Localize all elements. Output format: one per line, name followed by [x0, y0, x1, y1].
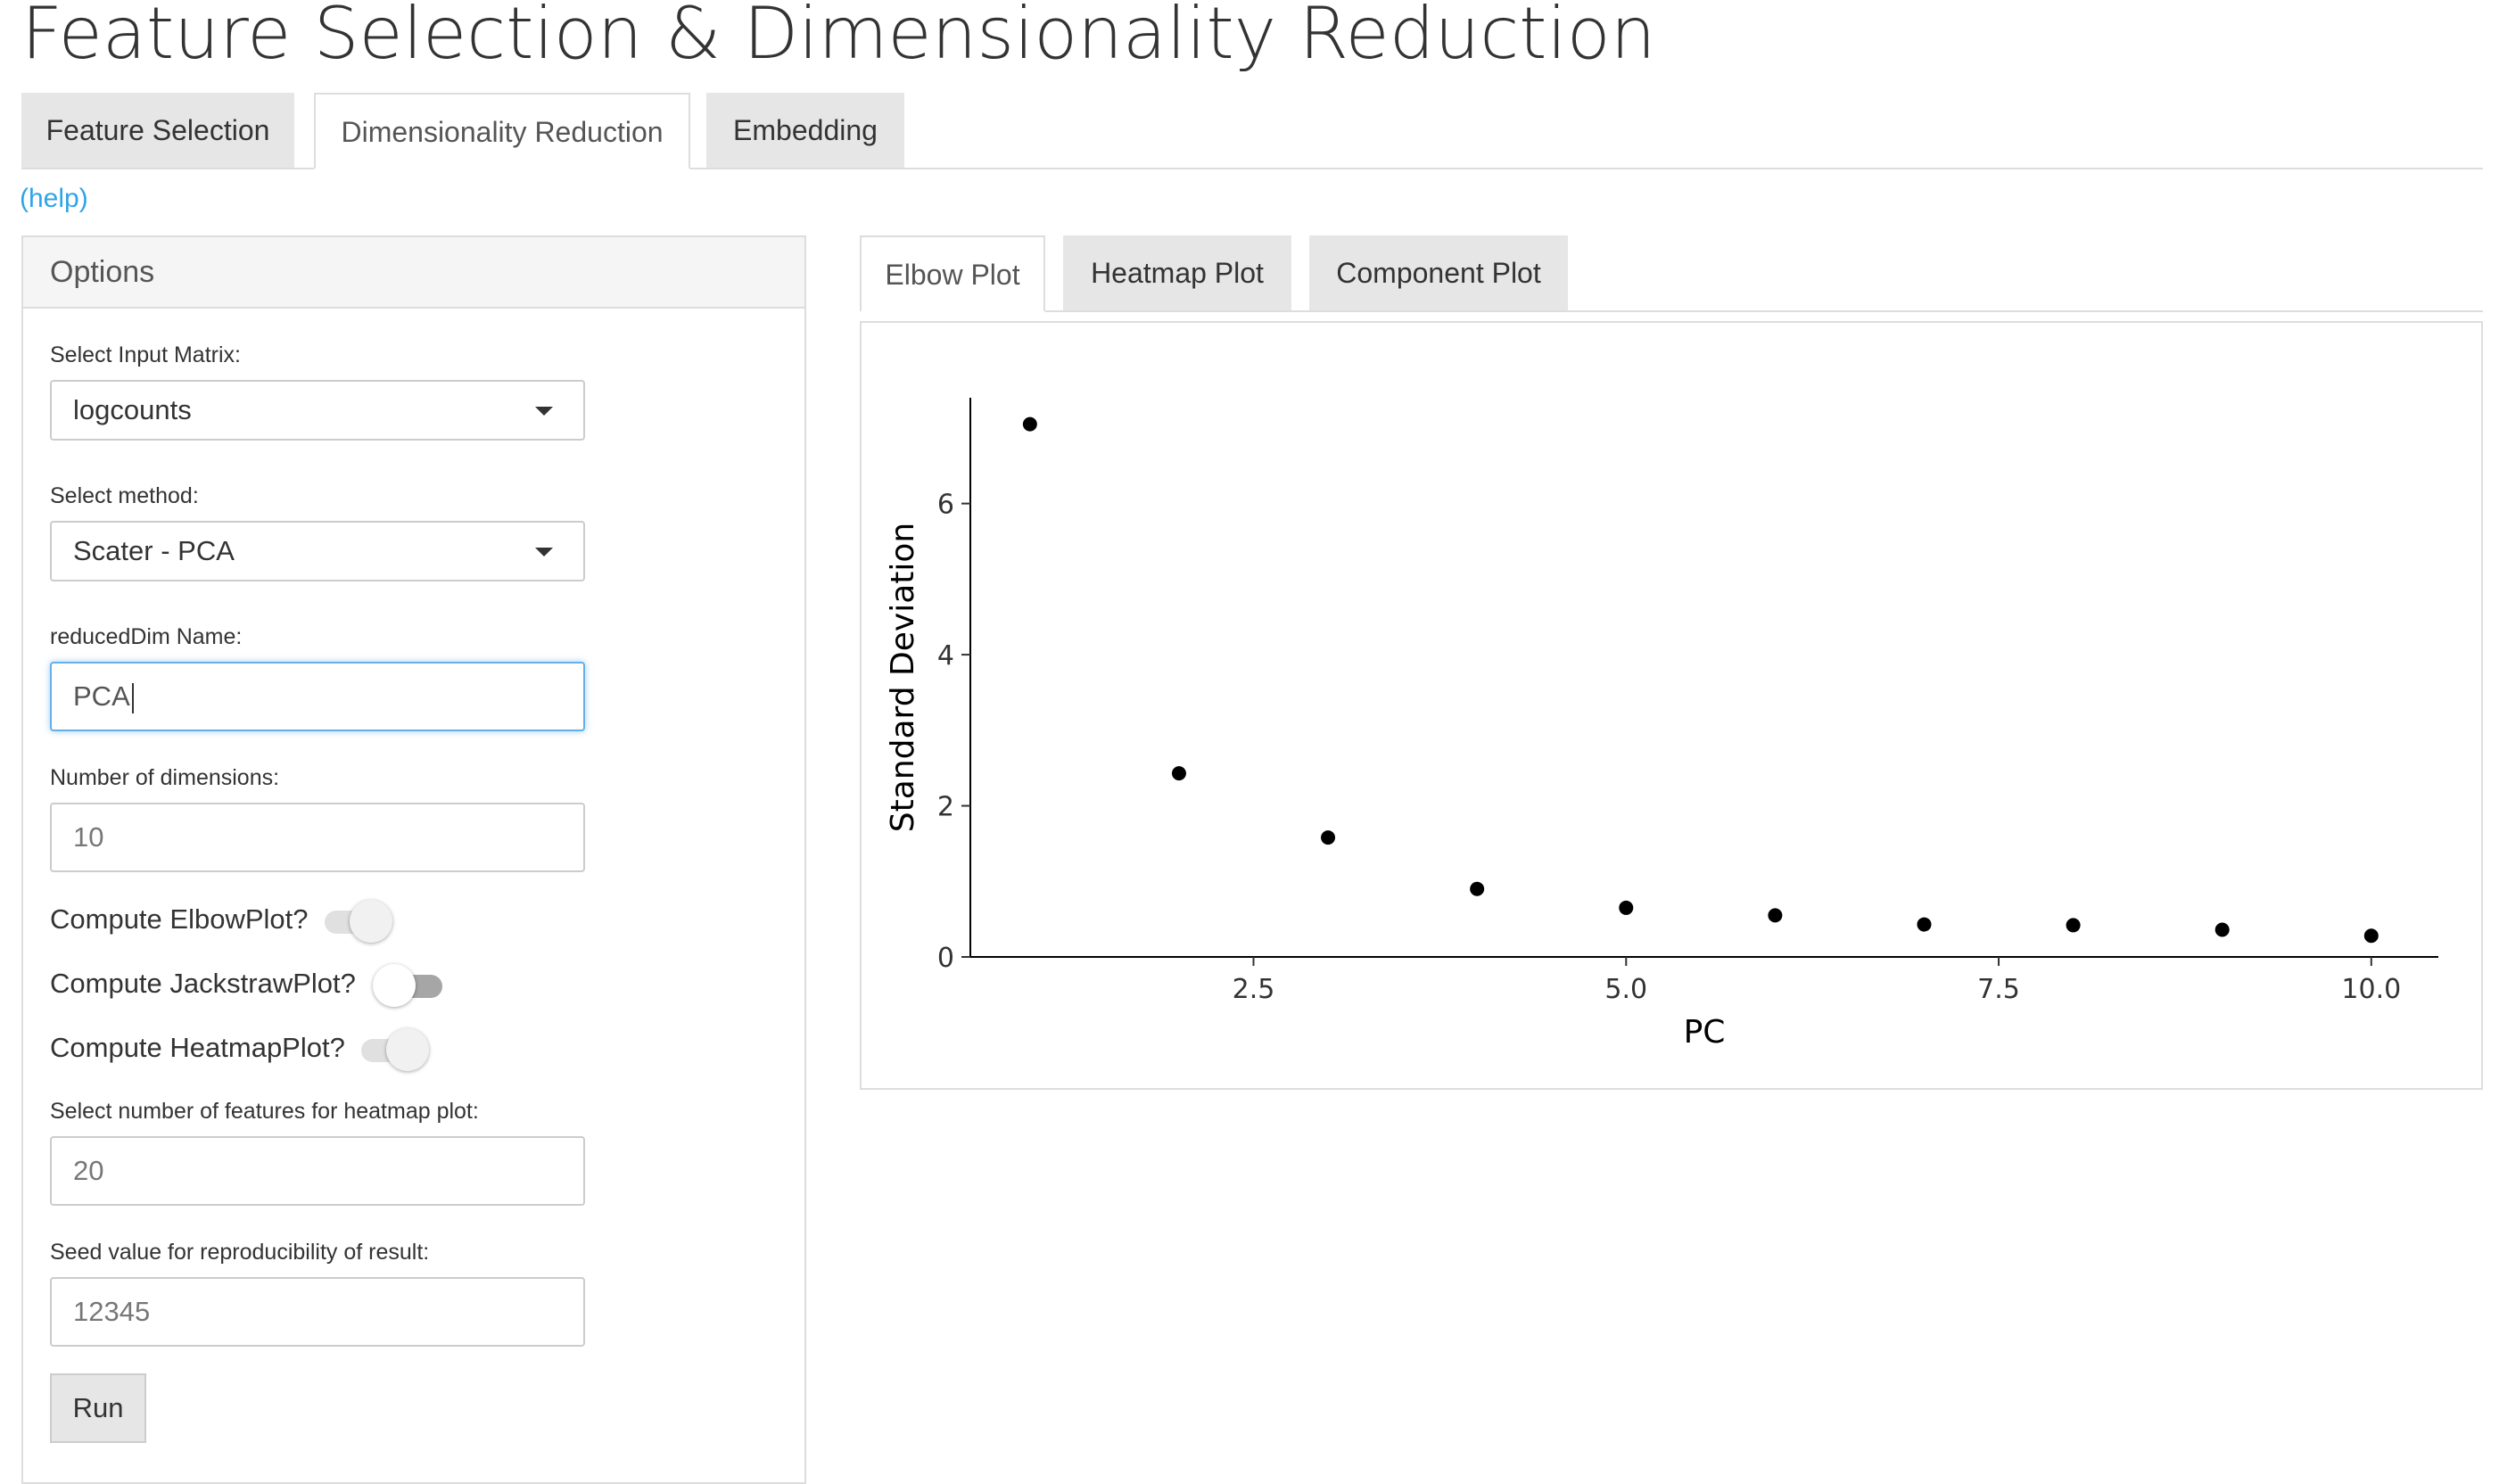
data-point — [1619, 900, 1634, 915]
tab-embedding[interactable]: Embedding — [706, 93, 904, 168]
heatmap-toggle-row: Compute HeatmapPlot? — [50, 1026, 430, 1072]
tab-dimensionality-reduction[interactable]: Dimensionality Reduction — [314, 93, 690, 169]
method-select[interactable]: Scater - PCA — [50, 521, 585, 581]
options-heading: Options — [23, 237, 804, 309]
y-tick-label: 6 — [937, 490, 954, 521]
data-point — [1022, 416, 1037, 432]
x-tick-label: 5.0 — [1604, 974, 1647, 1005]
elbow-toggle[interactable] — [325, 899, 393, 944]
tab-component-plot[interactable]: Component Plot — [1309, 235, 1568, 310]
num-dims-label: Number of dimensions: — [50, 765, 280, 790]
heatmap-features-input[interactable]: 20 — [50, 1136, 585, 1206]
y-tick-label: 4 — [937, 640, 954, 672]
plot-tabbar: Elbow Plot Heatmap Plot Component Plot — [860, 235, 2483, 312]
seed-label: Seed value for reproducibility of result… — [50, 1240, 430, 1265]
help-link[interactable]: (help) — [20, 184, 88, 213]
data-point — [2214, 922, 2230, 937]
jackstraw-toggle-row: Compute JackstrawPlot? — [50, 961, 442, 1008]
page-title: Feature Selection & Dimensionality Reduc… — [21, 0, 1656, 75]
toggle-knob — [386, 1027, 430, 1071]
input-matrix-label: Select Input Matrix: — [50, 342, 241, 367]
elbow-plot-chart: 2.5 5.0 7.5 10.0 0 2 4 6 PC Standard Deviation — [885, 398, 2438, 1051]
reduceddim-value: PCA — [73, 680, 130, 712]
data-point — [1917, 917, 1932, 932]
toggle-knob — [350, 899, 393, 943]
y-axis-title: Standard Deviation — [885, 523, 921, 832]
x-tick-label: 10.0 — [2341, 974, 2401, 1005]
x-tick-label: 2.5 — [1233, 974, 1275, 1005]
data-point — [1470, 881, 1485, 896]
elbow-label: Compute ElbowPlot? — [50, 903, 309, 935]
x-tick-label: 7.5 — [1977, 974, 2020, 1005]
text-cursor — [131, 682, 134, 713]
run-button[interactable]: Run — [50, 1373, 146, 1443]
x-axis-title: PC — [1684, 1014, 1726, 1051]
num-dims-input[interactable]: 10 — [50, 803, 585, 872]
toggle-knob — [372, 963, 416, 1007]
y-tick-label: 2 — [937, 792, 954, 823]
data-point — [1321, 830, 1336, 845]
reduceddim-label: reducedDim Name: — [50, 624, 243, 649]
elbow-plot-panel: 2.5 5.0 7.5 10.0 0 2 4 6 PC Standard Deviation — [860, 321, 2483, 1090]
options-panel: Options Select Input Matrix: logcounts S… — [21, 235, 806, 1484]
jackstraw-label: Compute JackstrawPlot? — [50, 968, 356, 999]
tab-elbow-plot[interactable]: Elbow Plot — [860, 235, 1045, 312]
tab-heatmap-plot[interactable]: Heatmap Plot — [1063, 235, 1291, 310]
heatmap-label: Compute HeatmapPlot? — [50, 1032, 345, 1063]
data-point — [1768, 908, 1783, 923]
reduceddim-input[interactable]: PCA — [50, 662, 585, 731]
elbow-toggle-row: Compute ElbowPlot? — [50, 897, 393, 944]
main-tabbar: Feature Selection Dimensionality Reducti… — [21, 93, 2483, 169]
y-tick-label: 0 — [937, 943, 954, 974]
heatmap-features-label: Select number of features for heatmap pl… — [50, 1099, 479, 1124]
method-label: Select method: — [50, 483, 199, 508]
data-point — [1171, 766, 1186, 781]
heatmap-features-value: 20 — [73, 1155, 104, 1186]
seed-input[interactable]: 12345 — [50, 1277, 585, 1347]
heatmap-toggle[interactable] — [361, 1027, 430, 1072]
input-matrix-value: logcounts — [73, 394, 192, 425]
data-point — [2066, 918, 2081, 933]
chevron-down-icon — [535, 407, 553, 416]
method-value: Scater - PCA — [73, 535, 235, 566]
num-dims-value: 10 — [73, 821, 104, 853]
chevron-down-icon — [535, 548, 553, 556]
tab-feature-selection[interactable]: Feature Selection — [21, 93, 294, 168]
input-matrix-select[interactable]: logcounts — [50, 380, 585, 441]
seed-value: 12345 — [73, 1296, 151, 1327]
jackstraw-toggle[interactable] — [372, 963, 442, 1008]
data-point — [2363, 928, 2379, 944]
